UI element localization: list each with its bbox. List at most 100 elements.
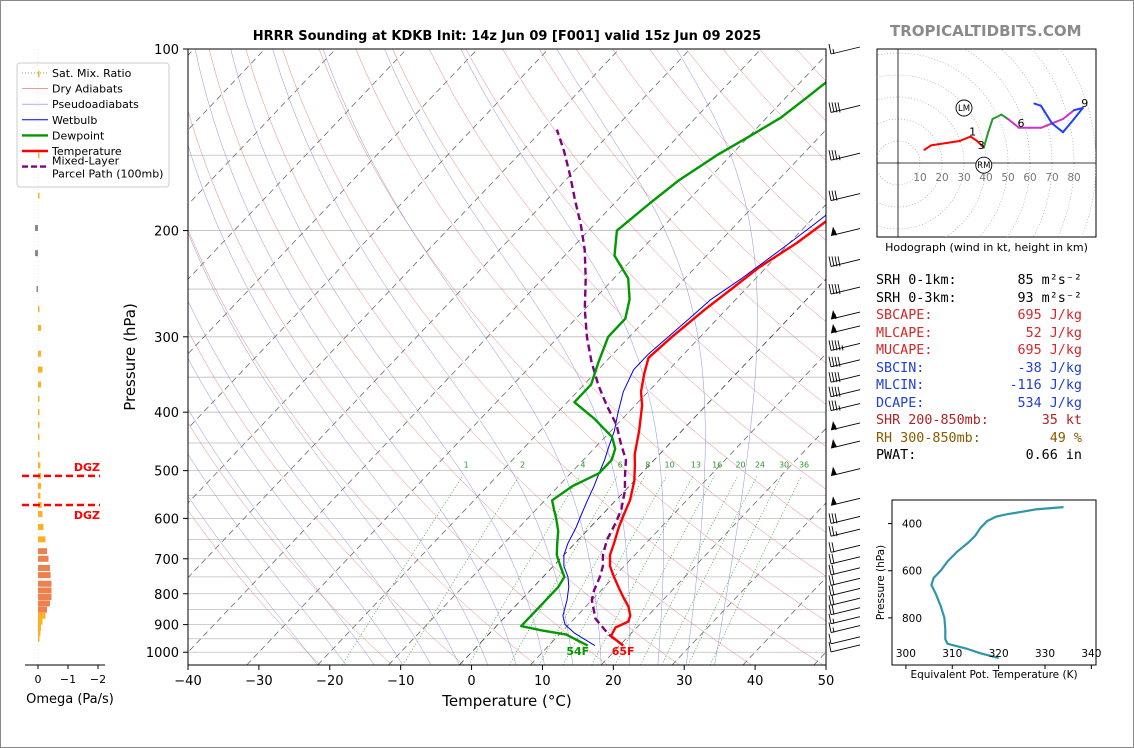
wind-barb — [828, 386, 861, 398]
hodograph-ring-label: 10 — [913, 172, 926, 184]
hodograph-segment — [969, 135, 979, 142]
wind-barb — [828, 585, 861, 596]
x-tick-label: 10 — [534, 674, 551, 689]
index-row: SBCIN: -38 J/kg — [876, 360, 1096, 378]
dry-adiabat — [428, 49, 826, 490]
mixing-ratio-label: 20 — [735, 461, 745, 470]
omega-bar — [38, 381, 41, 388]
wind-barb — [830, 439, 861, 449]
omega-bar — [38, 630, 41, 637]
wind-barb — [830, 496, 861, 506]
omega-bar — [38, 635, 40, 642]
wind-barb — [830, 466, 861, 477]
hodograph-segment — [1040, 122, 1053, 129]
isotherm-line — [600, 427, 826, 665]
omega-bar — [38, 492, 41, 499]
dry-adiabat — [282, 49, 824, 665]
brand-watermark: TROPICALTIDBITS.COM — [890, 22, 1082, 40]
index-row: SRH 0-3km: 93 m²s⁻² — [876, 290, 1096, 308]
pseudo-adiabat — [188, 300, 432, 665]
hodograph-caption: Hodograph (wind in kt, height in km) — [885, 241, 1088, 254]
wind-barb — [828, 564, 861, 576]
isotherm-line — [246, 54, 826, 665]
index-value: 52 J/kg — [1025, 325, 1082, 341]
y-tick-label: 1000 — [146, 646, 179, 661]
x-tick-label: 40 — [747, 674, 764, 689]
omega-bar — [36, 286, 38, 293]
hodograph-segment — [976, 140, 985, 149]
y-tick-label: 400 — [154, 406, 179, 421]
hodograph-ring-label: 50 — [1001, 172, 1014, 184]
mixing-ratio-line — [687, 475, 782, 665]
theta-e-x-tick-label: 300 — [896, 648, 916, 660]
pseudo-adiabat — [188, 495, 318, 665]
series-parcel-path-line — [555, 129, 628, 647]
series-temperature-line — [608, 219, 826, 647]
hodograph-segment — [930, 140, 961, 147]
dgz-label: DGZ — [74, 461, 100, 474]
omega-bar — [38, 451, 40, 458]
x-tick-label: −20 — [316, 674, 343, 689]
index-value: -38 J/kg — [1017, 360, 1083, 376]
indices-panel: SRH 0-1km: 85 m²s⁻² SRH 0-3km: 93 m²s⁻² SBCA… — [876, 272, 1096, 465]
legend-label: Dry Adiabats — [52, 83, 123, 96]
hodograph-ring-label: 70 — [1045, 172, 1058, 184]
omega-bar — [38, 366, 43, 373]
mixing-ratio-line — [402, 475, 520, 665]
omega-bar — [38, 606, 47, 613]
theta-e-plot — [930, 506, 1064, 659]
omega-bar — [38, 564, 50, 571]
pseudo-adiabat — [460, 49, 664, 665]
hodograph-segment — [991, 113, 1003, 120]
wind-barb — [828, 542, 861, 553]
x-tick-label: 50 — [818, 674, 835, 689]
dry-adiabat — [392, 49, 826, 533]
dry-adiabat — [355, 49, 826, 577]
pseudo-adiabat — [188, 231, 460, 665]
pseudo-adiabat — [556, 49, 706, 665]
mixing-ratio-label: 16 — [712, 461, 722, 470]
pseudo-adiabat — [188, 408, 375, 665]
isotherm-line — [317, 129, 826, 665]
index-value: 534 J/kg — [1017, 395, 1083, 411]
isotherm-line — [188, 49, 549, 429]
chart-title: HRRR Sounding at KDKB Init: 14z Jun 09 [… — [253, 29, 761, 44]
omega-tick-label: 0 — [35, 673, 42, 686]
hodograph-frame — [876, 48, 1097, 238]
isotherm-line — [459, 278, 826, 665]
index-label: SRH 0-1km: — [876, 273, 957, 288]
hodograph-ring-label: 40 — [979, 172, 992, 184]
index-value: 695 J/kg — [1017, 308, 1083, 323]
chart-legend: Sat. Mix. Ratio Dry Adiabats Pseudoadiabat… — [16, 62, 170, 188]
omega-bar — [38, 612, 46, 619]
mixing-ratio-label: 4 — [580, 461, 585, 470]
omega-bar — [38, 594, 52, 601]
pseudo-adiabat — [188, 453, 347, 665]
omega-bar — [38, 580, 52, 587]
y-tick-label: 600 — [154, 512, 179, 527]
omega-bar — [38, 462, 41, 469]
pseudo-adiabat — [188, 144, 489, 665]
index-row: SRH 0-1km: 85 m²s⁻² — [876, 272, 1096, 290]
wind-barb — [828, 526, 861, 537]
dry-adiabat — [502, 49, 826, 405]
omega-bar — [38, 70, 40, 77]
index-value: 93 m²s⁻² — [1017, 290, 1083, 306]
dry-adiabat — [539, 49, 826, 364]
skewt-axes-frame — [187, 48, 827, 666]
index-value: 49 % — [1049, 430, 1082, 446]
omega-bar — [38, 192, 40, 199]
omega-tick-label: −2 — [90, 673, 106, 686]
mixing-ratio-line — [468, 475, 581, 665]
surface-dewpoint-label: 54F — [566, 645, 589, 658]
theta-e-x-tick-label: 320 — [989, 648, 1009, 660]
mixing-ratio-label: 10 — [665, 461, 675, 470]
omega-bar — [38, 548, 47, 555]
index-value: -116 J/kg — [1009, 378, 1082, 393]
mixing-ratio-line — [508, 475, 618, 665]
legend-label: Pseudoadiabats — [52, 98, 139, 111]
hodograph-segment — [1007, 118, 1020, 129]
hodograph-marker-label: LM — [958, 104, 970, 114]
dry-adiabat — [465, 49, 826, 447]
